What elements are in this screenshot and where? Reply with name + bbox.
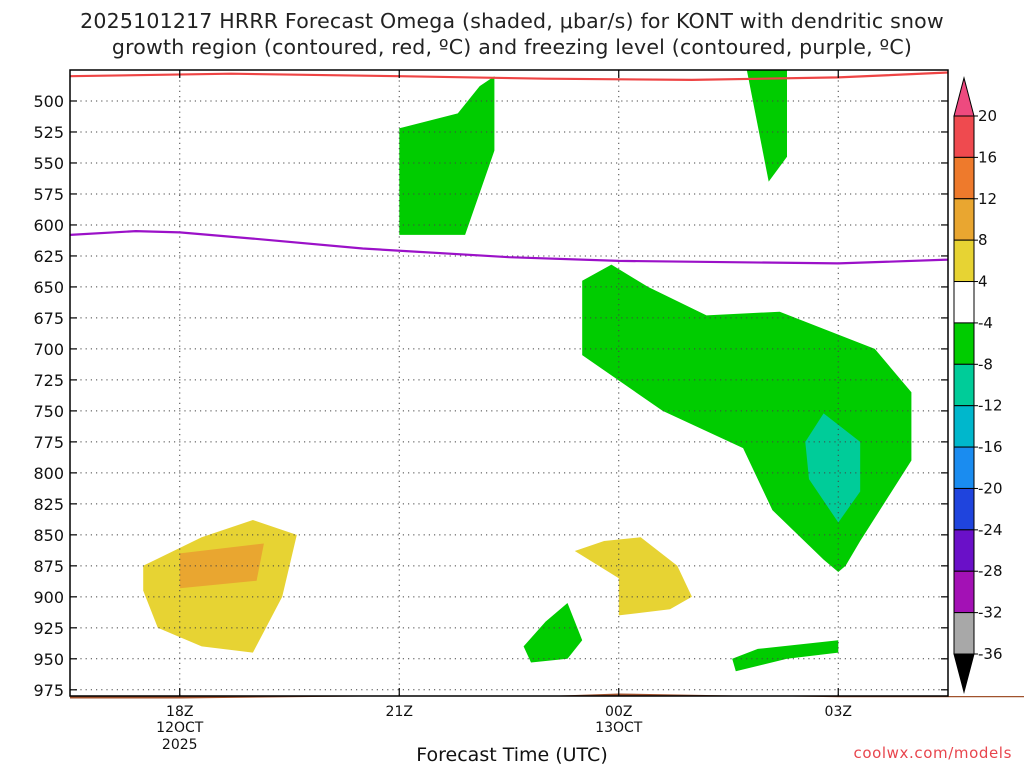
ytick-label-950: 950 — [33, 650, 64, 669]
title-line-2: growth region (contoured, red, ºC) and f… — [111, 35, 913, 59]
xtick-date-00Z: 13OCT — [595, 720, 643, 736]
ytick-label-750: 750 — [33, 402, 64, 421]
xtick-label-03Z: 03Z — [825, 704, 852, 720]
colorbar-label-9: -20 — [978, 479, 1003, 497]
ytick-label-775: 775 — [33, 433, 64, 452]
colorbar-swatch-4 — [953, 281, 975, 324]
omega-region-3 — [1007, 70, 1024, 120]
omega-region-9 — [523, 603, 583, 663]
colorbar-swatch-0 — [953, 115, 975, 158]
ytick-label-725: 725 — [33, 371, 64, 390]
colorbar-label-4: 4 — [978, 273, 988, 291]
colorbar-swatch-12 — [953, 612, 975, 655]
colorbar-swatch-3 — [953, 239, 975, 283]
ytick-label-925: 925 — [33, 619, 64, 638]
ytick-label-500: 500 — [33, 92, 64, 111]
ytick-label-625: 625 — [33, 247, 64, 266]
colorbar-swatch-8 — [953, 446, 975, 489]
colorbar-label-8: -16 — [978, 438, 1003, 456]
y-axis-ticks: 500 525 550 575 600 625 650 675 700 725 750 775 800 8… — [33, 92, 948, 700]
gridlines — [70, 70, 948, 696]
colorbar-swatch-6 — [953, 363, 975, 407]
colorbar-label-3: 8 — [978, 231, 988, 249]
xtick-label-21Z: 21Z — [386, 704, 413, 720]
ytick-label-600: 600 — [33, 216, 64, 235]
ytick-label-700: 700 — [33, 340, 64, 359]
colorbar-label-7: -12 — [978, 397, 1003, 415]
ytick-label-975: 975 — [33, 681, 64, 700]
contour-lines: 0 — [70, 71, 948, 265]
colorbar-swatch-2 — [953, 198, 975, 241]
xtick-year-18Z: 2025 — [162, 737, 198, 753]
xtick-label-18Z: 18Z — [166, 704, 193, 720]
x-axis-ticks: 18Z12OCT202521Z00Z13OCT03Z06Z09Z — [156, 70, 852, 753]
plot-frame — [69, 69, 949, 697]
omega-region-5 — [582, 264, 912, 572]
colorbar-label-2: 12 — [978, 190, 997, 208]
title-line-1: 2025101217 HRRR Forecast Omega (shaded, … — [80, 9, 944, 33]
colorbar-label-0: 20 — [978, 107, 997, 125]
freezing-level-line — [70, 229, 948, 265]
ytick-label-550: 550 — [33, 154, 64, 173]
colorbar-label-10: -24 — [978, 521, 1003, 539]
colorbar-swatch-9 — [953, 487, 975, 531]
ytick-label-900: 900 — [33, 588, 64, 607]
x-axis-label: Forecast Time (UTC) — [416, 744, 608, 766]
ytick-label-650: 650 — [33, 278, 64, 297]
chart-title: 2025101217 HRRR Forecast Omega (shaded, … — [0, 8, 1024, 60]
omega-region-1 — [746, 70, 787, 182]
ytick-label-525: 525 — [33, 123, 64, 142]
dgz-contour-line — [70, 71, 948, 82]
colorbar-legend: 20 16 12 8 4 -4 -8 -12 -16 -20 -24 -28 -32 -36 — [953, 76, 1003, 694]
colorbar-swatch-1 — [953, 156, 975, 200]
colorbar-swatch-5 — [953, 322, 975, 365]
xtick-label-00Z: 00Z — [605, 704, 632, 720]
colorbar-arrow-bottom — [953, 653, 975, 694]
ytick-label-825: 825 — [33, 495, 64, 514]
watermark: coolwx.com/models — [853, 744, 1012, 762]
ytick-label-800: 800 — [33, 464, 64, 483]
colorbar-swatch-11 — [953, 570, 975, 614]
xtick-date-18Z: 12OCT — [156, 720, 204, 736]
omega-shading — [143, 70, 1024, 672]
ytick-label-875: 875 — [33, 557, 64, 576]
colorbar-label-11: -28 — [978, 562, 1003, 580]
omega-region-13 — [143, 520, 297, 653]
colorbar-arrow-top — [953, 76, 975, 117]
omega-region-15 — [574, 537, 692, 616]
colorbar-swatch-10 — [953, 529, 975, 572]
colorbar-swatch-7 — [953, 405, 975, 448]
colorbar-label-12: -32 — [978, 604, 1003, 622]
omega-region-6 — [805, 413, 861, 523]
ytick-label-575: 575 — [33, 185, 64, 204]
ytick-label-850: 850 — [33, 526, 64, 545]
colorbar-label-5: -4 — [978, 314, 993, 332]
ytick-label-675: 675 — [33, 309, 64, 328]
colorbar-label-1: 16 — [978, 148, 997, 166]
omega-region-10 — [732, 640, 839, 672]
colorbar-label-6: -8 — [978, 355, 993, 373]
colorbar-label-13: -36 — [978, 645, 1003, 663]
omega-region-0 — [399, 76, 495, 235]
